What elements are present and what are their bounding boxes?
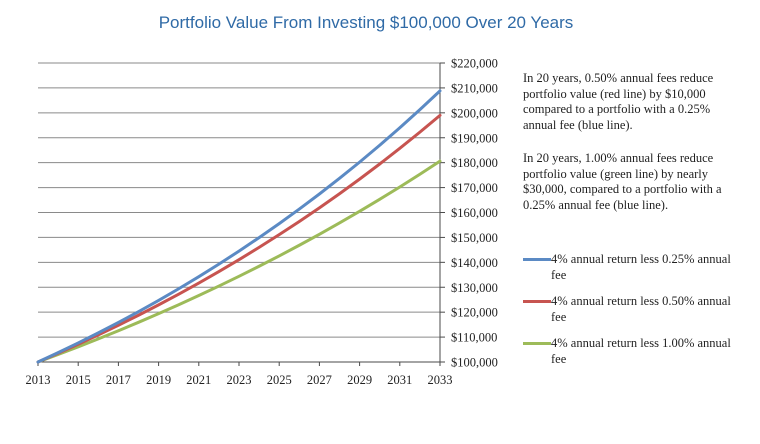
legend-label-blue: 4% annual return less 0.25% annual fee — [551, 252, 731, 282]
chart-title: Portfolio Value From Investing $100,000 … — [159, 13, 574, 32]
x-tick-label: 2023 — [227, 373, 252, 387]
legend-swatch-green — [523, 342, 551, 345]
y-tick-label: $170,000 — [451, 181, 498, 195]
x-tick-label: 2027 — [307, 373, 332, 387]
y-tick-label: $110,000 — [451, 331, 497, 345]
y-tick-label: $200,000 — [451, 106, 498, 120]
x-tick-label: 2013 — [26, 373, 51, 387]
y-tick-label: $100,000 — [451, 356, 498, 370]
annotation-red-vs-blue: In 20 years, 0.50% annual fees reduce po… — [523, 71, 714, 132]
legend-label-red: 4% annual return less 0.50% annual fee — [551, 294, 731, 324]
y-tick-label: $180,000 — [451, 156, 498, 170]
x-tick-label: 2025 — [267, 373, 292, 387]
x-tick-label: 2033 — [428, 373, 453, 387]
legend-swatch-red — [523, 300, 551, 303]
legend-label-green: 4% annual return less 1.00% annual fee — [551, 336, 731, 366]
y-tick-label: $150,000 — [451, 231, 498, 245]
x-axis-tick-labels: 2013 2015 2017 2019 2021 2023 2025 2027 2029 2031… — [26, 373, 453, 387]
x-tick-label: 2015 — [66, 373, 91, 387]
series-line-red — [36, 113, 442, 364]
x-tick-label: 2029 — [347, 373, 372, 387]
y-tick-label: $210,000 — [451, 81, 498, 95]
x-tick-label: 2021 — [186, 373, 211, 387]
legend-swatch-blue — [523, 258, 551, 261]
series-line-blue — [36, 89, 442, 364]
y-tick-label: $220,000 — [451, 57, 498, 71]
y-tick-label: $130,000 — [451, 281, 498, 295]
y-axis-tick-labels: $220,000 $210,000 $200,000 $190,000 $180,000… — [451, 57, 498, 370]
x-tick-label: 2019 — [146, 373, 171, 387]
x-tick-label: 2017 — [106, 373, 131, 387]
y-tick-label: $190,000 — [451, 131, 498, 145]
axes — [37, 62, 445, 366]
y-tick-label: $160,000 — [451, 206, 498, 220]
y-tick-label: $140,000 — [451, 256, 498, 270]
series-line-green — [36, 159, 442, 364]
y-tick-label: $120,000 — [451, 306, 498, 320]
annotation-green-vs-blue: In 20 years, 1.00% annual fees reduce po… — [523, 151, 722, 212]
x-tick-label: 2031 — [387, 373, 412, 387]
series-lines — [36, 89, 442, 364]
